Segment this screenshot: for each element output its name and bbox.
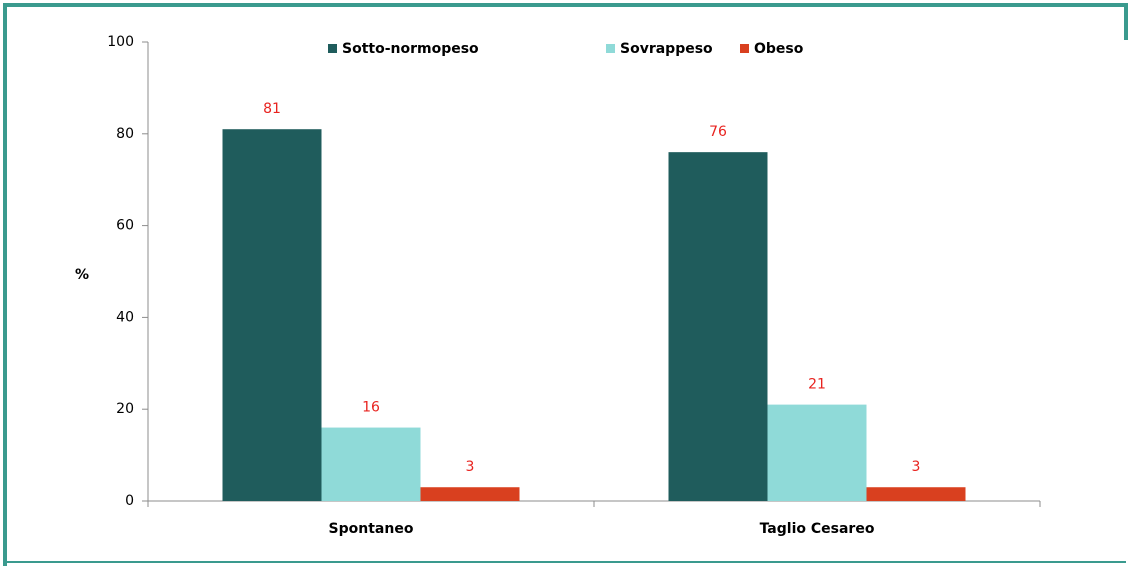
value-label: 76 — [709, 124, 727, 140]
y-tick-label: 20 — [116, 401, 134, 417]
x-tick-label: Taglio Cesareo — [760, 521, 875, 537]
bar — [668, 152, 768, 501]
y-tick-label: 40 — [116, 309, 134, 325]
value-label: 3 — [466, 459, 475, 475]
bar — [767, 404, 867, 501]
value-label: 21 — [808, 377, 826, 393]
value-label: 16 — [362, 400, 380, 416]
y-axis-label: % — [75, 267, 89, 283]
x-tick-label: Spontaneo — [329, 521, 414, 537]
y-tick-label: 60 — [116, 218, 134, 234]
bar — [420, 487, 520, 501]
legend-label: Sovrappeso — [620, 41, 713, 57]
legend-swatch — [328, 44, 337, 53]
legend-label: Sotto-normopeso — [342, 41, 479, 57]
bar — [222, 129, 322, 501]
value-label: 81 — [263, 101, 281, 117]
y-tick-label: 80 — [116, 126, 134, 142]
bar — [866, 487, 966, 501]
bar — [321, 427, 421, 501]
legend-swatch — [740, 44, 749, 53]
legend-swatch — [606, 44, 615, 53]
frame — [3, 3, 1128, 566]
y-tick-label: 0 — [125, 493, 134, 509]
legend-label: Obeso — [754, 41, 804, 57]
value-label: 3 — [912, 459, 921, 475]
y-tick-label: 100 — [107, 34, 134, 50]
